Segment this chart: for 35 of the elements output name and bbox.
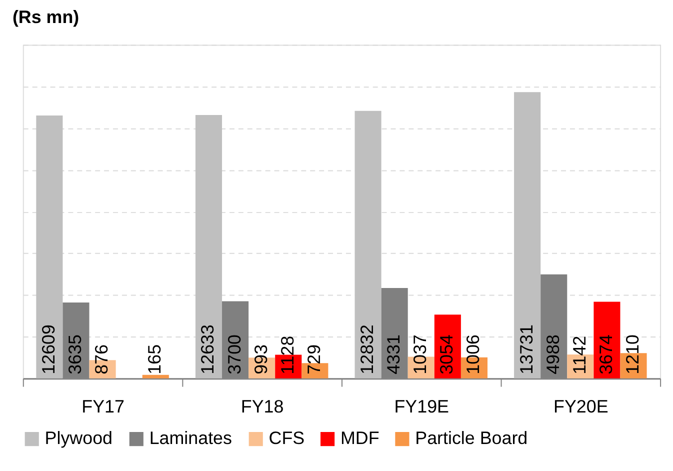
bar [514,92,541,378]
data-label: 3054 [436,334,457,374]
data-label: 876 [92,344,112,374]
data-label: 3674 [596,334,616,374]
data-label: 12633 [198,324,218,374]
x-tick-label: FY20E [554,396,608,417]
bar [36,115,63,378]
data-label: 1142 [569,336,590,374]
data-label: 12832 [357,324,378,374]
data-label: 1037 [410,334,430,374]
x-tick-label: FY18 [240,396,284,417]
data-label: 1006 [463,334,484,374]
legend-label: CFS [268,428,305,448]
bar [142,374,169,378]
data-label: 1210 [622,334,642,374]
x-tick-label: FY17 [82,396,124,417]
y-axis-title: (Rs mn) [12,6,80,27]
legend-label: Laminates [149,428,232,448]
data-label: 3700 [224,334,244,374]
data-label: 4331 [384,334,404,374]
data-label: 165 [144,344,165,374]
data-label: 12609 [38,324,58,374]
legend-label: MDF [340,428,380,448]
legend-label: Particle Board [415,428,528,448]
data-label: 993 [250,344,271,374]
data-label: 3635 [64,334,85,374]
data-label: 729 [304,344,324,374]
data-label: 4988 [542,334,563,374]
data-label: 1128 [277,336,298,374]
bar [195,114,222,378]
legend-label: Plywood [44,428,112,448]
bar [354,110,382,378]
x-tick-label: FY19E [394,396,450,417]
bar [594,302,620,378]
data-label: 13731 [516,324,536,374]
